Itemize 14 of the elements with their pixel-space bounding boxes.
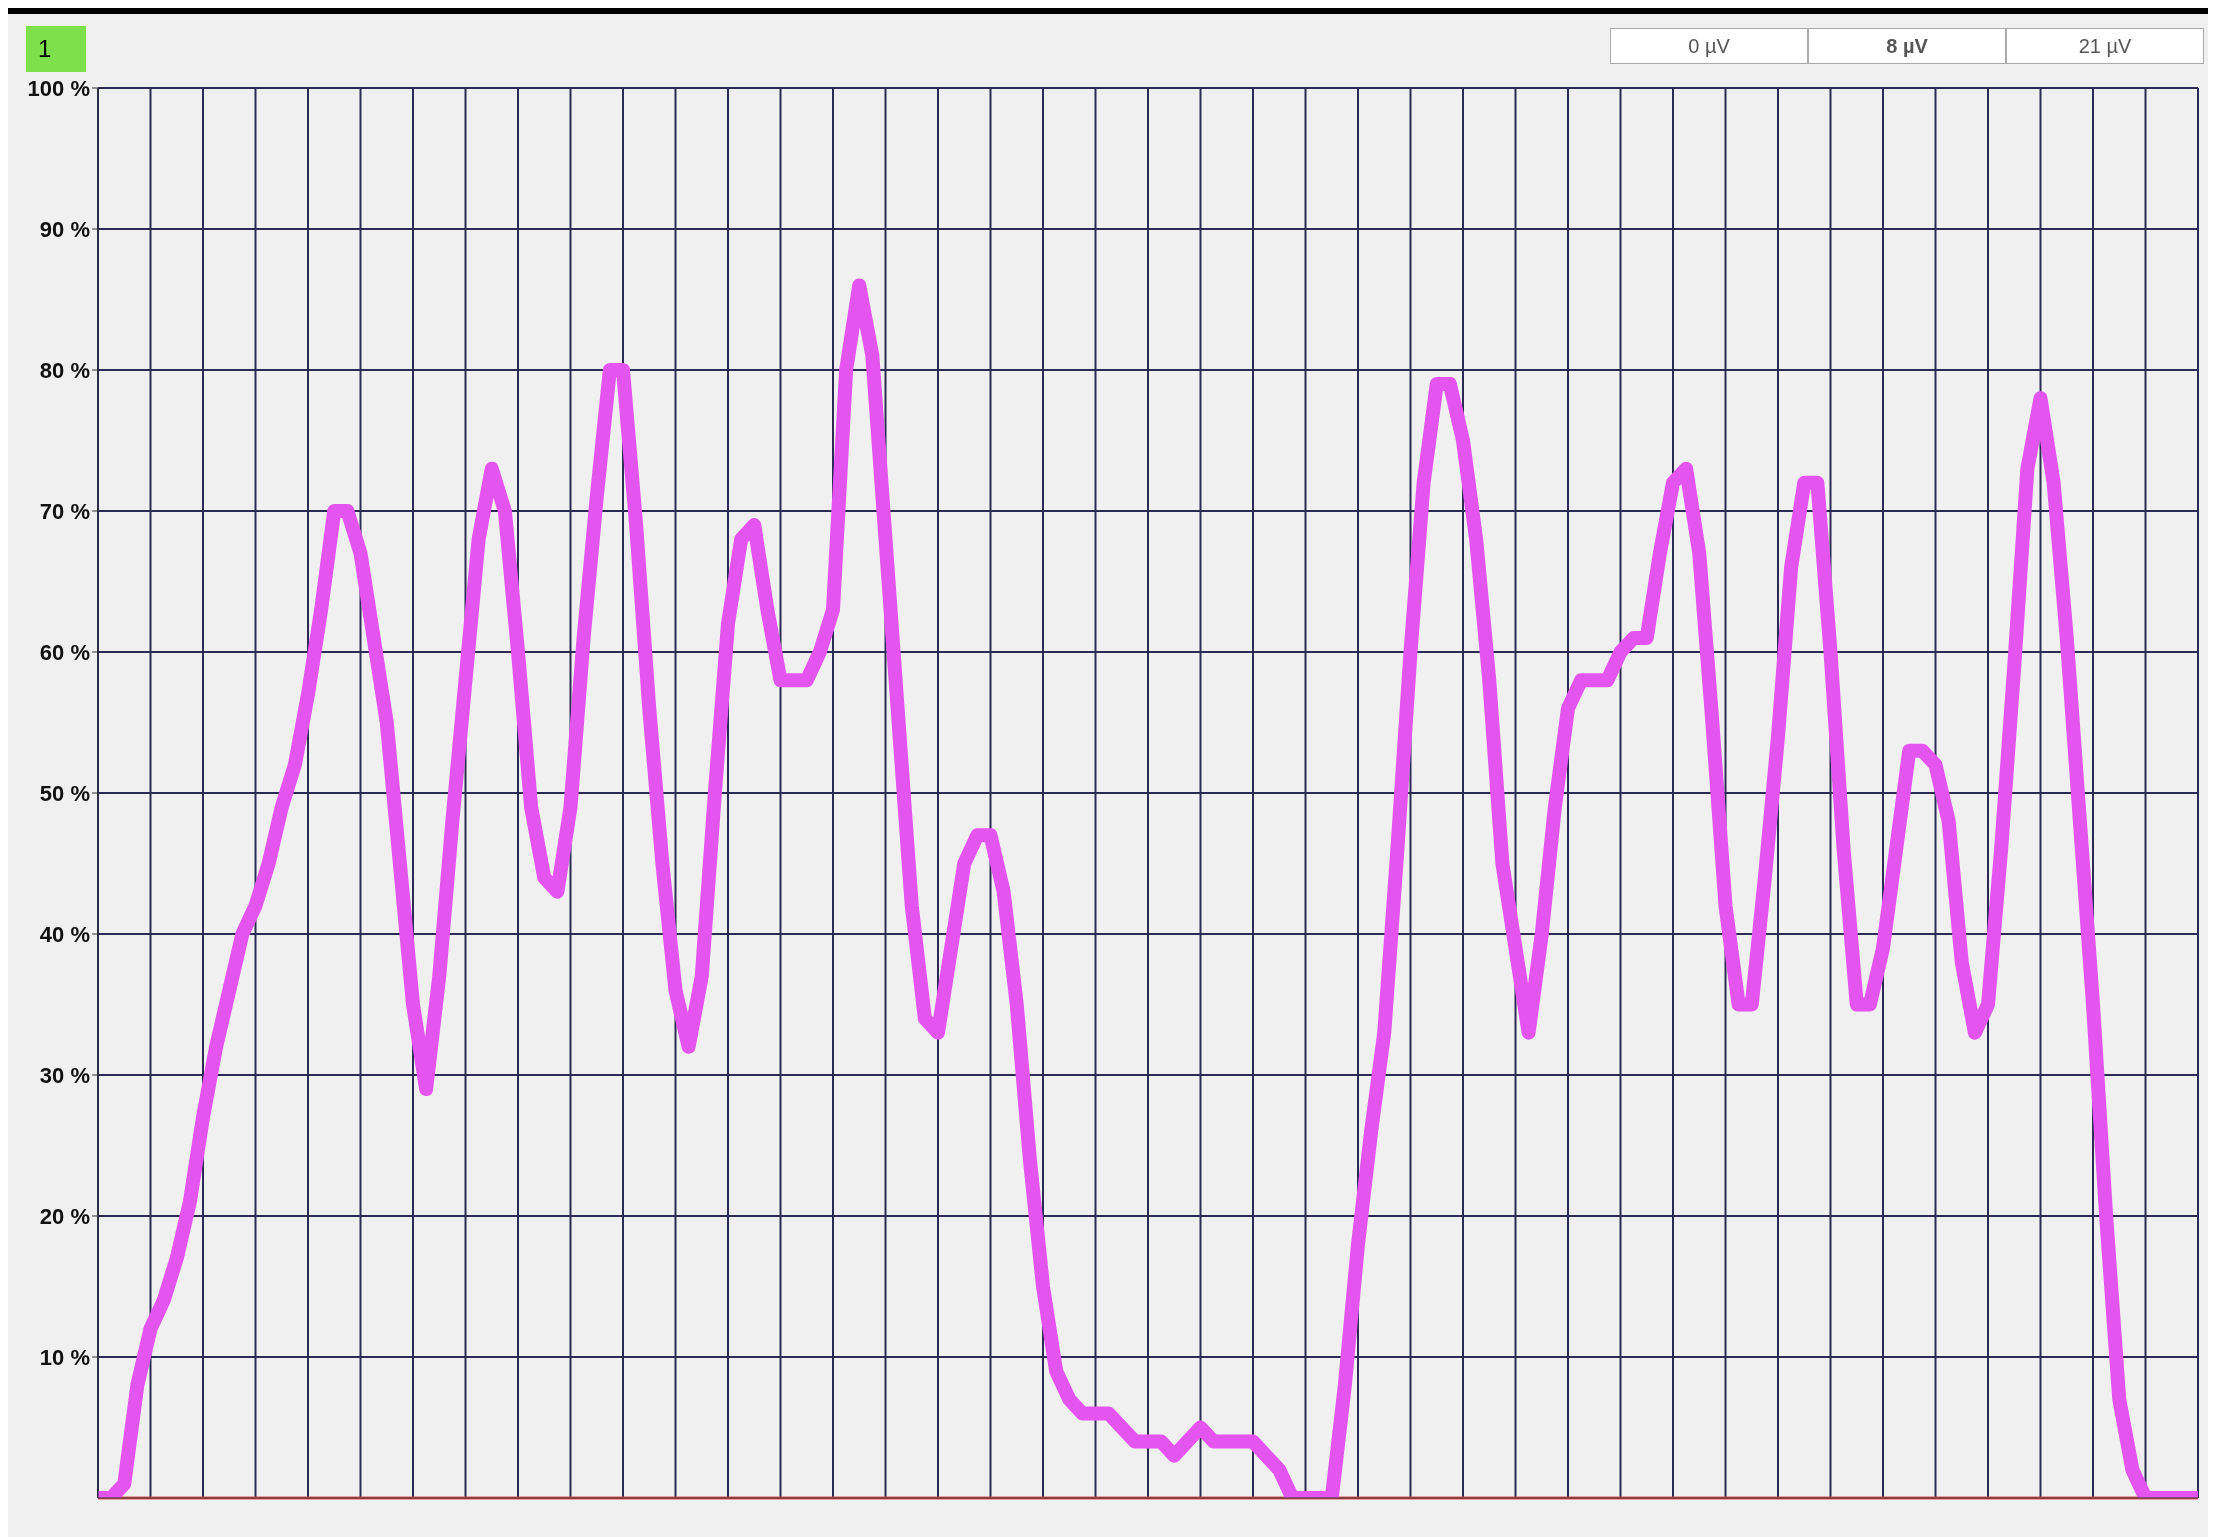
y-tick-label: 100 % [27,75,90,101]
y-tick-label: 50 % [39,780,90,806]
y-tick-label: 60 % [39,639,90,665]
y-tick-label: 40 % [39,921,90,947]
y-tick-label: 80 % [39,357,90,383]
y-tick-label: 90 % [39,216,90,242]
y-tick-label: 20 % [39,1203,90,1229]
text: 21 µV [2006,28,2204,64]
text: 0 µV [1610,28,1808,64]
text: 1 [26,26,86,72]
y-tick-label: 30 % [39,1062,90,1088]
text: 8 µV [1808,28,2006,64]
y-tick-label: 70 % [39,498,90,524]
y-tick-label: 10 % [39,1344,90,1370]
